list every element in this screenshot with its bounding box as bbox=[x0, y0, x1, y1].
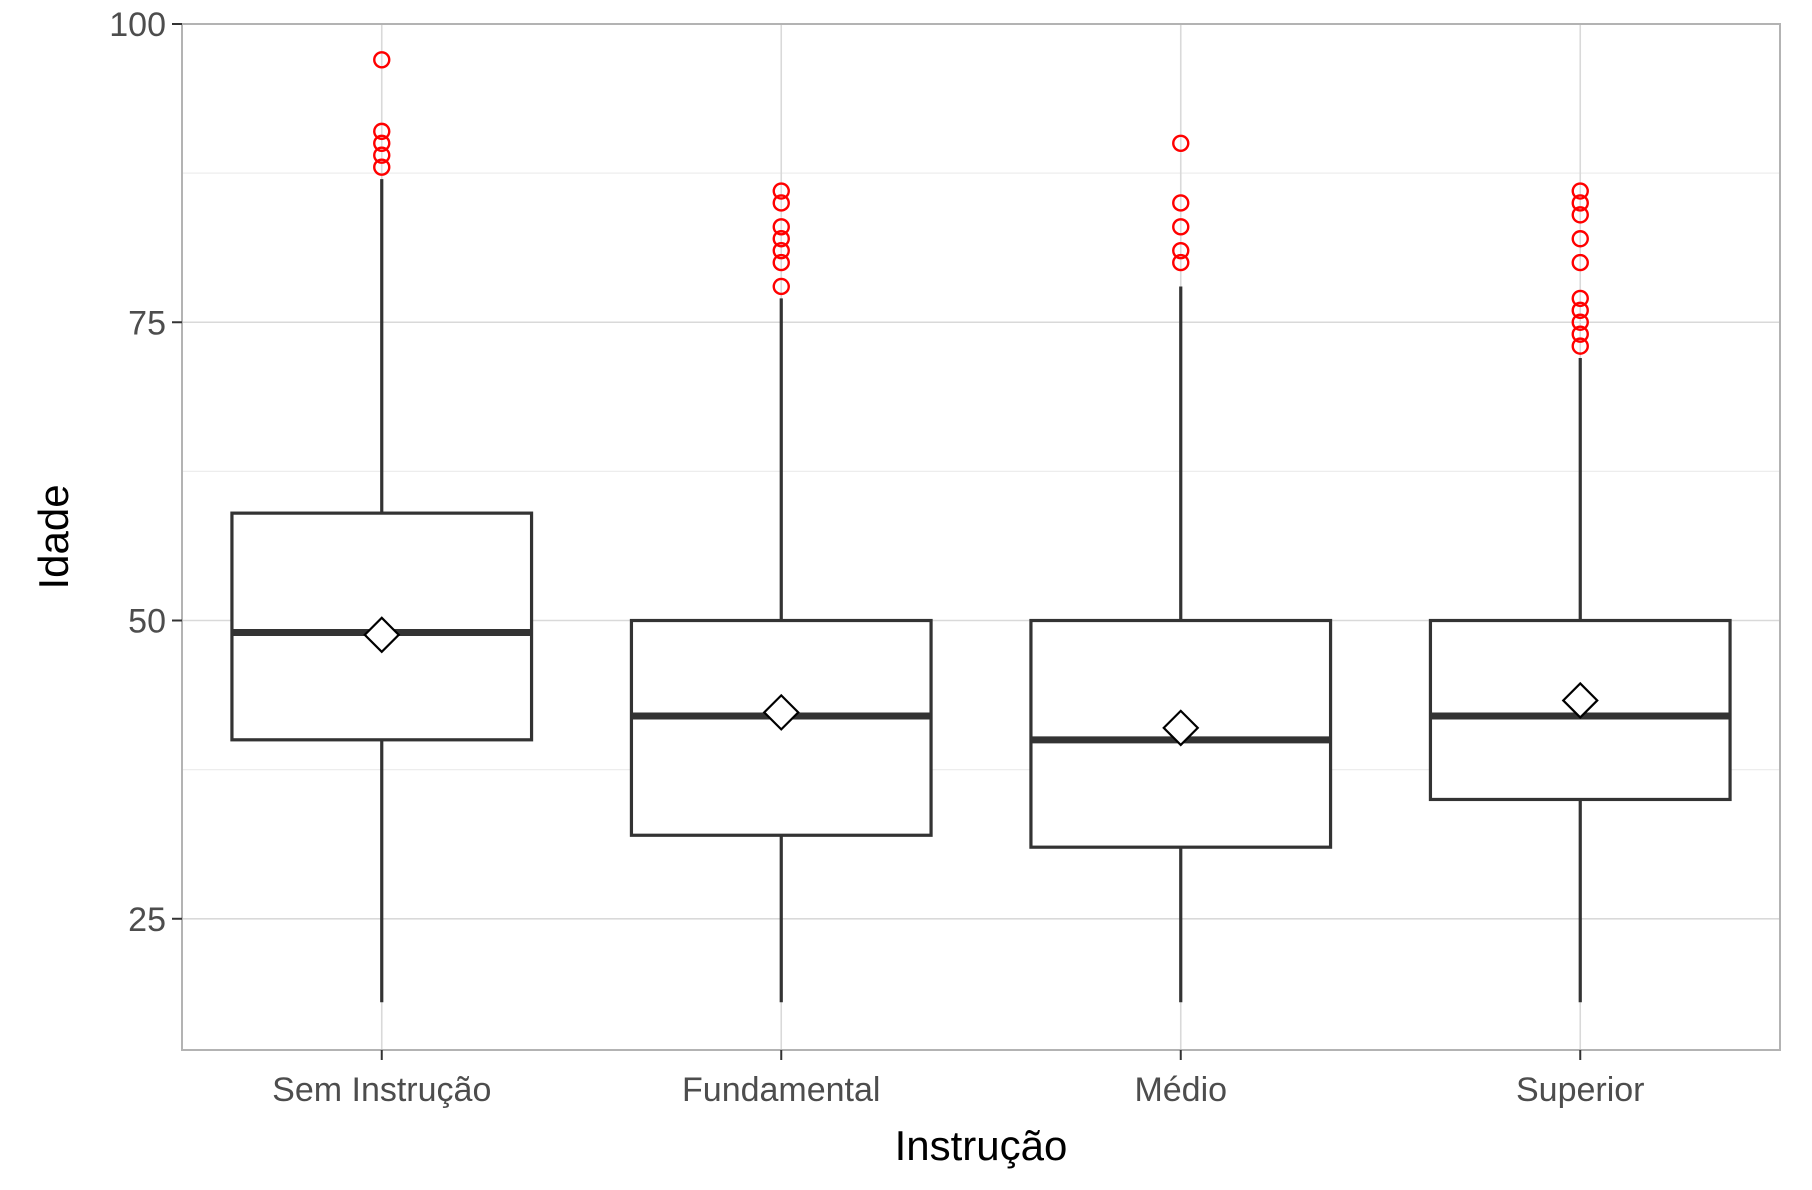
outlier-point bbox=[1571, 230, 1589, 248]
outlier-point bbox=[1571, 182, 1589, 200]
outlier-point bbox=[772, 230, 790, 248]
outlier-point bbox=[373, 158, 391, 176]
outlier-point bbox=[1172, 241, 1190, 260]
outlier-point bbox=[373, 146, 391, 164]
x-tick-label: Fundamental bbox=[682, 1071, 880, 1109]
axes: 25 50 75 100 Sem Instrução Fundamental Médio Su… bbox=[109, 6, 1644, 1109]
box-group bbox=[230, 51, 534, 1003]
outlier-point bbox=[1571, 313, 1589, 331]
outlier-point bbox=[772, 218, 790, 236]
x-tick-label: Superior bbox=[1516, 1071, 1645, 1109]
outlier-point bbox=[772, 241, 790, 260]
mean-marker bbox=[363, 616, 401, 654]
outlier-point bbox=[1571, 289, 1589, 308]
y-tick-label: 75 bbox=[128, 304, 166, 342]
panel-border bbox=[181, 23, 1781, 1051]
outlier-point bbox=[1571, 253, 1589, 272]
outlier-point bbox=[373, 122, 391, 141]
y-axis-title: Idade bbox=[30, 484, 77, 589]
outlier-point bbox=[1571, 325, 1589, 343]
outlier-point bbox=[1571, 301, 1589, 320]
x-axis-title: Instrução bbox=[895, 1122, 1068, 1169]
outlier-point bbox=[772, 182, 790, 200]
box-group bbox=[1029, 134, 1333, 1003]
y-tick-label: 50 bbox=[128, 603, 166, 641]
box-group bbox=[629, 182, 933, 1003]
outlier-point bbox=[1172, 253, 1190, 272]
outlier-point bbox=[772, 253, 790, 272]
y-tick-label: 25 bbox=[128, 901, 166, 939]
outlier-point bbox=[373, 134, 391, 153]
outlier-point bbox=[1172, 194, 1190, 212]
outlier-point bbox=[373, 51, 391, 69]
outlier-point bbox=[1571, 194, 1589, 212]
outlier-point bbox=[1172, 218, 1190, 236]
mean-marker bbox=[1162, 709, 1200, 747]
x-tick-label: Sem Instrução bbox=[272, 1071, 491, 1109]
outlier-point bbox=[772, 194, 790, 212]
outlier-point bbox=[1571, 337, 1589, 355]
y-tick-label: 100 bbox=[109, 6, 166, 44]
boxes bbox=[230, 51, 1732, 1003]
box-group bbox=[1428, 182, 1732, 1003]
mean-marker bbox=[762, 693, 800, 731]
mean-marker bbox=[1561, 681, 1599, 719]
outlier-point bbox=[1172, 134, 1190, 153]
outlier-point bbox=[772, 277, 790, 296]
outlier-point bbox=[1571, 206, 1589, 224]
x-tick-label: Médio bbox=[1134, 1071, 1227, 1109]
